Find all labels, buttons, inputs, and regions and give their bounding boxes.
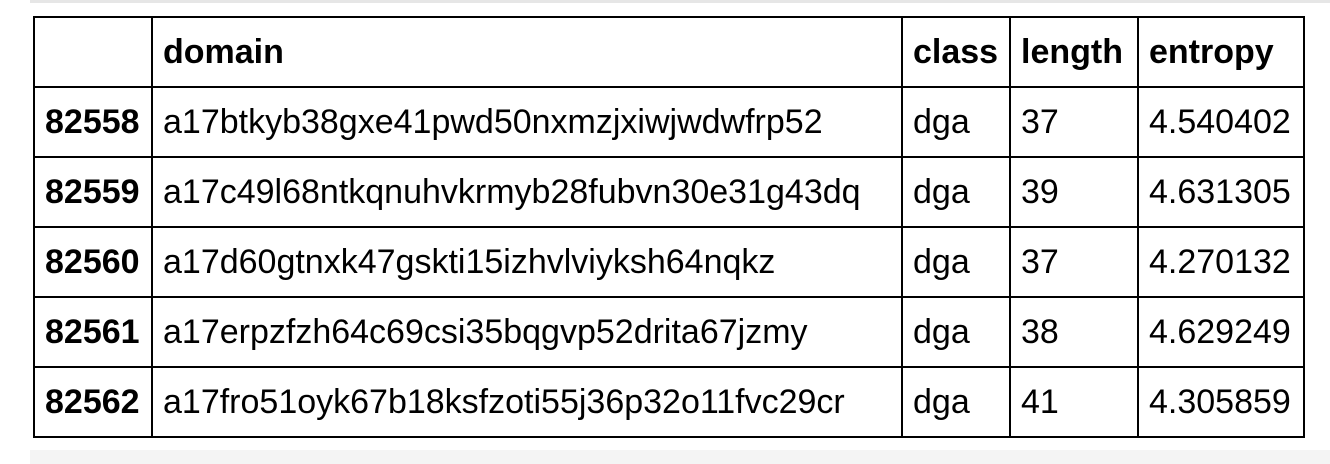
table-row: 82561 a17erpzfzh64c69csi35bqgvp52drita67… [33, 296, 1305, 368]
index-header [33, 16, 153, 88]
table-body: 82558 a17btkyb38gxe41pwd50nxmzjxiwjwdwfr… [33, 86, 1305, 438]
cell-entropy: 4.631305 [1137, 156, 1305, 228]
header-row: domain class length entropy [33, 16, 1305, 88]
cell-class: dga [901, 86, 1011, 158]
cell-length: 37 [1009, 86, 1139, 158]
column-header-entropy: entropy [1137, 16, 1305, 88]
table-row: 82560 a17d60gtnxk47gskti15izhvlviyksh64n… [33, 226, 1305, 298]
row-index: 82561 [33, 296, 153, 368]
bottom-scroll-band [30, 450, 1330, 464]
row-index: 82558 [33, 86, 153, 158]
cell-entropy: 4.540402 [1137, 86, 1305, 158]
cell-length: 37 [1009, 226, 1139, 298]
cell-entropy: 4.629249 [1137, 296, 1305, 368]
cell-length: 41 [1009, 366, 1139, 438]
row-index: 82559 [33, 156, 153, 228]
row-index: 82562 [33, 366, 153, 438]
cell-domain: a17c49l68ntkqnuhvkrmyb28fubvn30e31g43dq [151, 156, 903, 228]
cell-class: dga [901, 156, 1011, 228]
cell-entropy: 4.305859 [1137, 366, 1305, 438]
table-header: domain class length entropy [33, 16, 1305, 88]
row-index: 82560 [33, 226, 153, 298]
table-row: 82558 a17btkyb38gxe41pwd50nxmzjxiwjwdwfr… [33, 86, 1305, 158]
cell-length: 39 [1009, 156, 1139, 228]
cell-length: 38 [1009, 296, 1139, 368]
cell-entropy: 4.270132 [1137, 226, 1305, 298]
column-header-length: length [1009, 16, 1139, 88]
top-divider [30, 0, 1330, 3]
dataframe-table: domain class length entropy 82558 a17btk… [33, 16, 1305, 438]
table-row: 82559 a17c49l68ntkqnuhvkrmyb28fubvn30e31… [33, 156, 1305, 228]
cell-class: dga [901, 296, 1011, 368]
cell-domain: a17erpzfzh64c69csi35bqgvp52drita67jzmy [151, 296, 903, 368]
table-row: 82562 a17fro51oyk67b18ksfzoti55j36p32o11… [33, 366, 1305, 438]
cell-class: dga [901, 226, 1011, 298]
cell-domain: a17d60gtnxk47gskti15izhvlviyksh64nqkz [151, 226, 903, 298]
cell-domain: a17fro51oyk67b18ksfzoti55j36p32o11fvc29c… [151, 366, 903, 438]
cell-domain: a17btkyb38gxe41pwd50nxmzjxiwjwdwfrp52 [151, 86, 903, 158]
column-header-domain: domain [151, 16, 903, 88]
cell-class: dga [901, 366, 1011, 438]
column-header-class: class [901, 16, 1011, 88]
